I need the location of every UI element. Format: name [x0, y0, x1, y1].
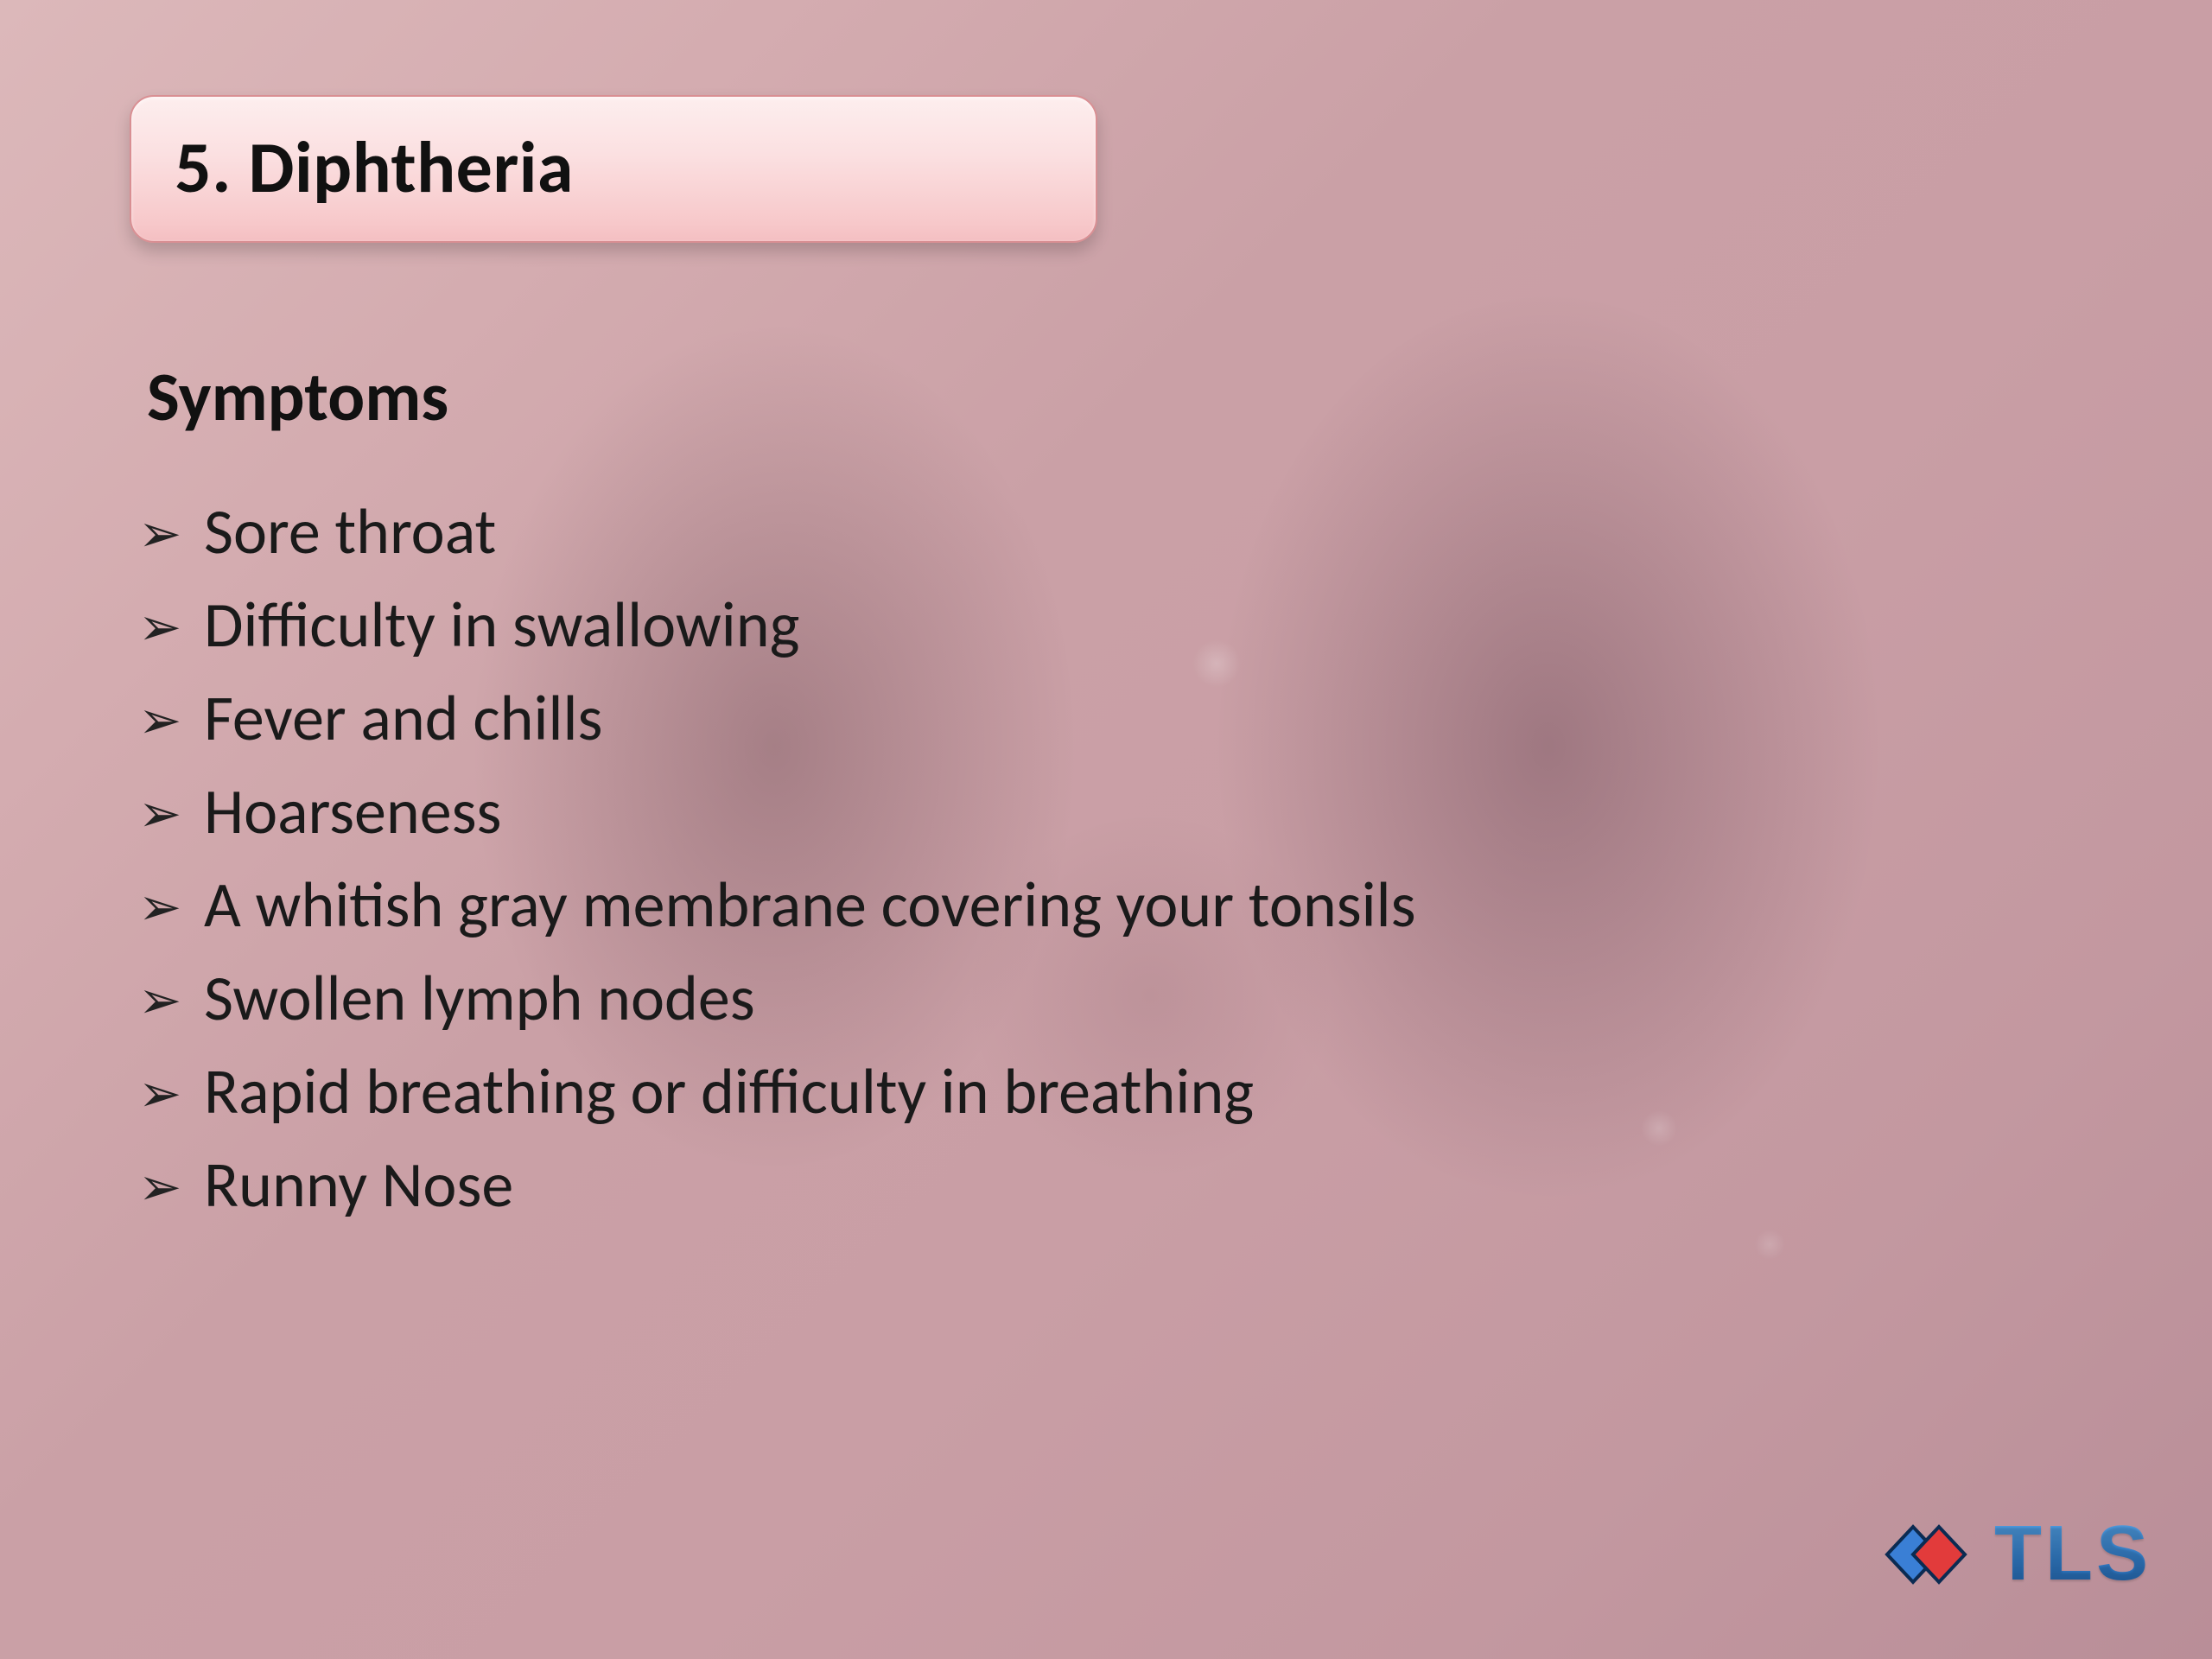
list-item-label: Rapid breathing or difficulty in breathi… — [204, 1059, 1254, 1123]
list-item-label: Runny Nose — [204, 1153, 513, 1217]
bullet-icon: ➢ — [138, 1069, 183, 1121]
list-item-label: Difficulty in swallowing — [204, 593, 799, 657]
list-item-label: Fever and chills — [204, 686, 602, 750]
list-item-label: Sore throat — [204, 499, 496, 563]
list-item: ➢ Rapid breathing or difficulty in breat… — [138, 1059, 2091, 1123]
brand-logo: TLS — [1853, 1510, 2152, 1599]
list-item-label: A whitish gray membrane covering your to… — [204, 873, 1416, 937]
bullet-icon: ➢ — [138, 976, 183, 1027]
list-item: ➢ Fever and chills — [138, 686, 2091, 750]
list-item: ➢ Swollen lymph nodes — [138, 966, 2091, 1030]
list-item: ➢ Hoarseness — [138, 779, 2091, 843]
slide-title: 5. Diphtheria — [175, 123, 1044, 212]
bullet-icon: ➢ — [138, 1162, 183, 1214]
list-item: ➢ Difficulty in swallowing — [138, 593, 2091, 657]
slide-content: 5. Diphtheria Symptoms ➢ Sore throat ➢ D… — [0, 0, 2212, 1659]
list-item-label: Hoarseness — [204, 779, 501, 843]
bullet-icon: ➢ — [138, 696, 183, 747]
list-item: ➢ Sore throat — [138, 499, 2091, 563]
symptom-list: ➢ Sore throat ➢ Difficulty in swallowing… — [138, 499, 2091, 1217]
logo-diamonds-icon — [1853, 1511, 1982, 1598]
logo-text: TLS — [1994, 1510, 2152, 1599]
section-heading: Symptoms — [147, 355, 2091, 439]
bullet-icon: ➢ — [138, 509, 183, 561]
list-item: ➢ Runny Nose — [138, 1153, 2091, 1217]
bullet-icon: ➢ — [138, 789, 183, 841]
list-item-label: Swollen lymph nodes — [204, 966, 755, 1030]
bullet-icon: ➢ — [138, 882, 183, 934]
list-item: ➢ A whitish gray membrane covering your … — [138, 873, 2091, 937]
bullet-icon: ➢ — [138, 602, 183, 654]
title-box: 5. Diphtheria — [130, 95, 1097, 243]
